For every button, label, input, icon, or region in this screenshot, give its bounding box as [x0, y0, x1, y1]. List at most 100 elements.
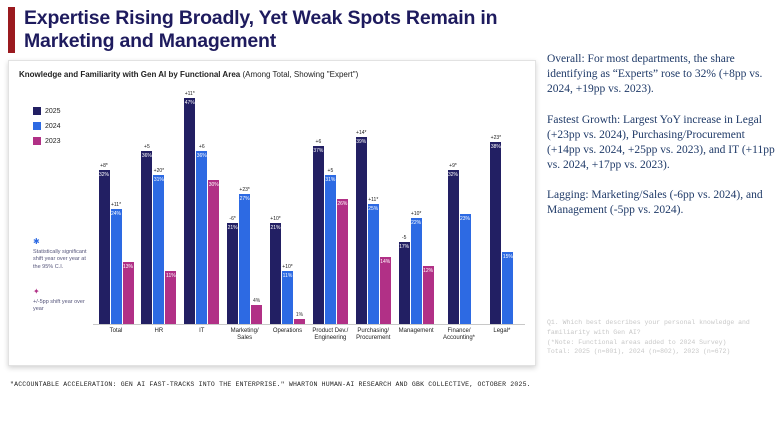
bar-2023: 1%: [294, 312, 305, 324]
value-label: 22%: [411, 220, 422, 227]
shift-annotation: +11*: [110, 201, 122, 208]
shift-annotation: +11*: [368, 197, 379, 203]
bar-2025: +23* 38%: [490, 135, 502, 324]
legend-swatch: [33, 107, 41, 115]
value-label: 17%: [399, 244, 410, 251]
shift-annotation: +10*: [270, 216, 281, 223]
value-label: 12%: [423, 268, 434, 275]
value-label: 32%: [98, 172, 110, 179]
value-label: 32%: [447, 172, 459, 179]
bar-group: +10* 21% +10* 11% 1%: [267, 216, 309, 324]
bar-group: +6 37% +5 31% 26%: [309, 139, 351, 324]
chart-notes: ✱ Statistically significant shift year o…: [33, 237, 93, 314]
bar-2025: +9* 32%: [447, 163, 459, 324]
chart-card: Knowledge and Familiarity with Gen AI by…: [8, 60, 536, 366]
shift-annotation: +20*: [153, 168, 165, 175]
shift-annotation: +8*: [100, 163, 108, 170]
bar-2025: +14* 39%: [355, 130, 367, 324]
category-label: Legal*: [493, 328, 511, 334]
value-label: 24%: [110, 210, 122, 217]
category-label: Total: [109, 328, 123, 334]
takeaway-lagging: Lagging: Marketing/Sales (-6pp vs. 2024)…: [547, 189, 763, 217]
plot-area: +8* 32% +11* 24% 13% +5 36% +20* 31% 11% +11* 47% +6…: [93, 85, 525, 325]
value-label: 15%: [502, 254, 513, 260]
bar-2025: +10* 21%: [270, 216, 281, 324]
bar-2023: 11%: [165, 271, 177, 324]
shift-annotation: +23*: [239, 187, 250, 194]
value-label: 31%: [325, 177, 336, 184]
value-label: 38%: [490, 143, 501, 150]
value-label: 30%: [208, 182, 219, 188]
bar-2024: 23%: [459, 213, 471, 324]
source-footer: "ACCOUNTABLE ACCELERATION: GEN AI FAST-T…: [10, 381, 531, 388]
bar-2023: 30%: [208, 180, 220, 324]
title-accent-bar: [8, 7, 15, 53]
legend-item-2023: 2023: [33, 137, 93, 145]
value-label: 13%: [122, 263, 134, 270]
takeaway-overall: Overall: For most departments, the share…: [547, 53, 763, 96]
value-label: 11%: [166, 273, 176, 280]
value-label: 21%: [227, 225, 238, 232]
category-label: Marketing/ Sales: [230, 328, 259, 342]
bar-2024: +11* 25%: [367, 197, 379, 324]
chart-title: Knowledge and Familiarity with Gen AI by…: [19, 70, 525, 79]
shift-annotation: +5: [327, 168, 334, 175]
plot-wrap: +8* 32% +11* 24% 13% +5 36% +20* 31% 11% +11* 47% +6…: [93, 85, 525, 342]
chart-left-column: 2025 2024 2023 ✱ Statistically significant…: [19, 85, 93, 342]
chart-title-qualifier: (Among Total, Showing "Expert"): [242, 70, 359, 79]
category-row: Total HR IT Marketing/ Sales Operations Produ…: [93, 328, 525, 342]
value-label: 47%: [184, 100, 195, 107]
category-label: Finance/ Accounting*: [442, 328, 476, 342]
bar-group: +14* 39% +11* 25% 14%: [352, 130, 394, 324]
slide-header: Expertise Rising Broadly, Yet Weak Spots…: [8, 7, 539, 53]
significance-note: ✱ Statistically significant shift year o…: [33, 237, 91, 271]
bar-2025: +11* 47%: [184, 91, 196, 324]
bar-2025: +5 36%: [141, 144, 153, 324]
shift-note-text: +/-5pp shift year over year: [33, 298, 85, 313]
shift-annotation: -6*: [229, 216, 236, 223]
shift-annotation: +10*: [410, 211, 422, 218]
survey-question-note: Q1. Which best describes your personal k…: [547, 318, 759, 357]
value-label: 37%: [313, 148, 324, 155]
bar-group: +11* 47% +6 36% 30%: [181, 91, 223, 324]
bar-group: +5 36% +20* 31% 11%: [138, 144, 180, 324]
chart-title-main: Knowledge and Familiarity with Gen AI by…: [19, 70, 241, 79]
legend-label: 2024: [45, 122, 61, 130]
shift-annotation: +11*: [184, 91, 195, 98]
value-label: 31%: [153, 177, 164, 184]
value-label: 25%: [368, 206, 379, 212]
category-label: Product Dev./ Engineering: [312, 328, 349, 342]
bar-group: -5 17% +10* 22% 12%: [395, 211, 437, 324]
bar-2024: +5 31%: [324, 168, 336, 324]
significance-asterisk-icon: ✱: [33, 237, 40, 246]
category-label: IT: [199, 328, 205, 334]
shift-marker-icon: ✦: [33, 287, 40, 297]
category-label: Operations: [272, 328, 303, 334]
slide-title: Expertise Rising Broadly, Yet Weak Spots…: [24, 7, 498, 52]
bar-2025: +8* 32%: [98, 163, 110, 324]
legend-swatch: [33, 122, 41, 130]
legend-label: 2025: [45, 107, 61, 115]
bar-2024: +23* 27%: [239, 187, 251, 324]
shift-annotation: -5: [401, 235, 407, 242]
bar-2025: -6* 21%: [227, 216, 239, 324]
value-label: 36%: [141, 153, 152, 160]
value-label: 14%: [380, 258, 391, 265]
value-label: 26%: [337, 201, 348, 208]
shift-annotation: +5: [144, 144, 150, 151]
qnote-line-2: (*Note: Functional areas added to 2024 S…: [547, 338, 727, 346]
bar-2023: 14%: [379, 256, 391, 324]
qnote-line-3: Total: 2025 (n=801), 2024 (n=802), 2023 …: [547, 348, 731, 356]
category-label: Purchasing/ Procurement: [356, 328, 391, 342]
shift-annotation: +6: [315, 139, 322, 146]
value-label: 36%: [196, 153, 207, 160]
significance-note-text: Statistically significant shift year ove…: [33, 248, 87, 270]
legend-label: 2023: [45, 137, 61, 145]
bar-2024: +10* 11%: [282, 264, 293, 324]
legend-item-2025: 2025: [33, 107, 93, 115]
value-label: 11%: [282, 273, 293, 280]
bar-2023: 12%: [422, 266, 434, 324]
category-label: HR: [154, 328, 164, 334]
category-label: Management: [398, 328, 434, 334]
value-label: 27%: [239, 196, 250, 203]
